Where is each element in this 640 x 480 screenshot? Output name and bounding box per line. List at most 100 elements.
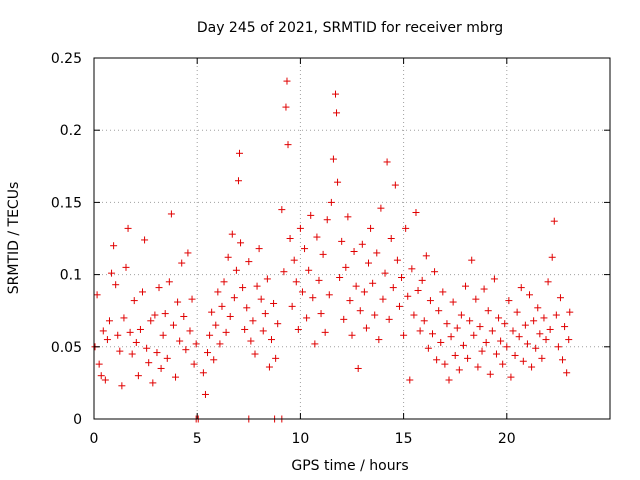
data-point: [153, 349, 161, 357]
data-point: [288, 302, 296, 310]
x-tick-label: 20: [498, 431, 516, 447]
data-point: [511, 351, 519, 359]
data-point: [561, 323, 569, 331]
data-point: [416, 327, 424, 335]
data-point: [228, 230, 236, 238]
data-point: [270, 299, 278, 307]
data-point: [455, 366, 463, 374]
data-point: [402, 224, 410, 232]
data-point: [492, 350, 500, 358]
data-point: [474, 363, 482, 371]
data-point: [143, 344, 151, 352]
data-point: [536, 330, 544, 338]
data-point: [163, 354, 171, 362]
data-point: [559, 356, 567, 364]
data-point: [265, 363, 273, 371]
data-point: [435, 307, 443, 315]
data-point: [476, 323, 484, 331]
data-point: [232, 266, 240, 274]
data-point: [313, 233, 321, 241]
data-point: [505, 297, 513, 305]
data-point: [389, 284, 397, 292]
x-axis-label: GPS time / hours: [291, 458, 408, 474]
data-point: [178, 259, 186, 267]
data-point: [176, 337, 184, 345]
data-point: [124, 224, 132, 232]
data-point: [470, 331, 478, 339]
data-point: [268, 336, 276, 344]
data-point: [182, 346, 190, 354]
y-tick-labels: 0 0.05 0.1 0.15 0.2 0.25: [51, 51, 82, 428]
data-point: [112, 281, 120, 289]
data-point: [165, 278, 173, 286]
data-point: [488, 327, 496, 335]
data-point: [161, 310, 169, 318]
data-point: [294, 325, 302, 333]
data-point: [431, 268, 439, 276]
data-point: [201, 390, 209, 398]
data-point: [554, 343, 562, 351]
data-point: [453, 324, 461, 332]
data-point: [406, 376, 414, 384]
data-point: [101, 376, 109, 384]
data-point: [259, 327, 267, 335]
data-point: [523, 340, 531, 348]
data-point: [346, 297, 354, 305]
data-point: [350, 247, 358, 255]
data-point: [234, 177, 242, 185]
data-point: [342, 263, 350, 271]
data-point: [253, 282, 261, 290]
y-tick-label: 0.05: [51, 340, 82, 356]
data-point: [424, 344, 432, 352]
data-point: [428, 330, 436, 338]
data-point: [210, 356, 218, 364]
data-point: [245, 258, 253, 266]
data-point: [222, 328, 230, 336]
data-point: [305, 266, 313, 274]
data-point: [375, 336, 383, 344]
data-point: [95, 360, 103, 368]
data-point: [286, 235, 294, 242]
data-point: [499, 360, 507, 368]
data-point: [134, 372, 142, 380]
data-point: [486, 370, 494, 378]
data-point: [480, 285, 488, 293]
data-point: [128, 350, 136, 358]
data-point: [116, 347, 124, 355]
data-point: [208, 308, 216, 316]
x-tick-label: 0: [90, 431, 99, 447]
data-point: [534, 304, 542, 312]
data-point: [556, 294, 564, 302]
data-point: [464, 354, 472, 362]
data-point: [340, 315, 348, 323]
data-point: [538, 354, 546, 362]
data-point: [373, 249, 381, 257]
data-point: [99, 327, 107, 335]
data-point: [224, 253, 232, 261]
data-point: [141, 236, 149, 244]
x-tick-label: 5: [193, 431, 202, 447]
data-point: [451, 351, 459, 359]
data-points: [91, 77, 574, 423]
data-point: [247, 337, 255, 345]
data-point: [482, 338, 490, 346]
data-point: [418, 276, 426, 284]
data-point: [282, 103, 290, 111]
data-point: [169, 321, 177, 329]
data-point: [329, 155, 337, 163]
data-point: [278, 206, 286, 214]
data-point: [321, 328, 329, 336]
data-point: [354, 364, 362, 372]
data-point: [122, 263, 130, 271]
data-point: [466, 317, 474, 325]
data-point: [385, 315, 393, 323]
data-point: [263, 275, 271, 283]
y-tick-label: 0: [73, 412, 82, 428]
chart-title: Day 245 of 2021, SRMTID for receiver mbr…: [197, 20, 503, 36]
data-point: [118, 382, 126, 390]
data-point: [414, 286, 422, 294]
data-point: [530, 317, 538, 325]
data-point: [190, 360, 198, 368]
data-point: [108, 269, 116, 277]
data-point: [336, 273, 344, 281]
